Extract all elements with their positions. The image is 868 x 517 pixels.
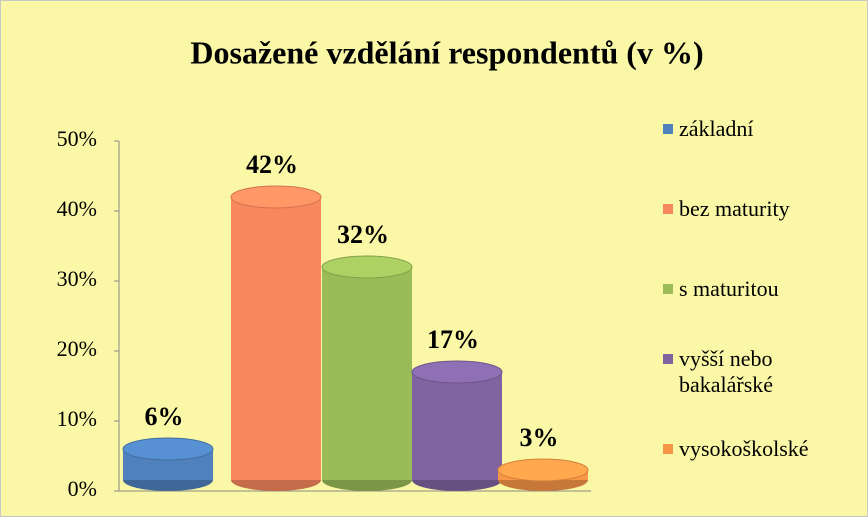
- legend-swatch: [663, 284, 673, 294]
- y-tick-label: 20%: [57, 336, 97, 361]
- legend-item: vyšší nebo bakalářské: [663, 346, 833, 398]
- bar-top: [411, 360, 503, 384]
- data-label: 6%: [145, 402, 184, 431]
- bar-body: [231, 197, 321, 480]
- legend-swatch: [663, 124, 673, 134]
- data-label: 32%: [337, 220, 389, 249]
- legend-label: bez maturity: [679, 196, 790, 221]
- y-tick-label: 30%: [57, 266, 97, 291]
- data-label: 17%: [427, 325, 479, 354]
- legend-swatch: [663, 444, 673, 454]
- y-tick-label: 40%: [57, 196, 97, 221]
- legend-swatch: [663, 204, 673, 214]
- bar-top: [122, 437, 214, 461]
- bar-body: [412, 372, 502, 480]
- bar: [230, 185, 322, 491]
- y-tick-label: 10%: [57, 406, 97, 431]
- legend-label: s maturitou: [679, 276, 779, 301]
- bar: [321, 255, 413, 491]
- data-label: 3%: [520, 423, 559, 452]
- data-label: 42%: [246, 150, 298, 179]
- bar: [122, 437, 214, 491]
- y-tick-label: 0%: [68, 476, 97, 501]
- bar: [497, 458, 589, 491]
- legend-swatch: [663, 354, 673, 364]
- legend-item: vysokoškolské: [663, 436, 833, 462]
- legend-label: vysokoškolské: [679, 436, 809, 461]
- bar-top: [321, 255, 413, 279]
- bar: [411, 360, 503, 491]
- bar-body: [322, 267, 412, 480]
- bar-top: [230, 185, 322, 209]
- legend-label: základní: [679, 116, 754, 141]
- chart-title: Dosažené vzdělání respondentů (v %): [190, 34, 703, 70]
- y-tick-label: 50%: [57, 126, 97, 151]
- legend-item: bez maturity: [663, 196, 833, 222]
- legend-label: vyšší nebo bakalářské: [679, 346, 774, 397]
- legend-item: základní: [663, 116, 833, 142]
- legend-item: s maturitou: [663, 276, 833, 302]
- bar-top: [497, 458, 589, 482]
